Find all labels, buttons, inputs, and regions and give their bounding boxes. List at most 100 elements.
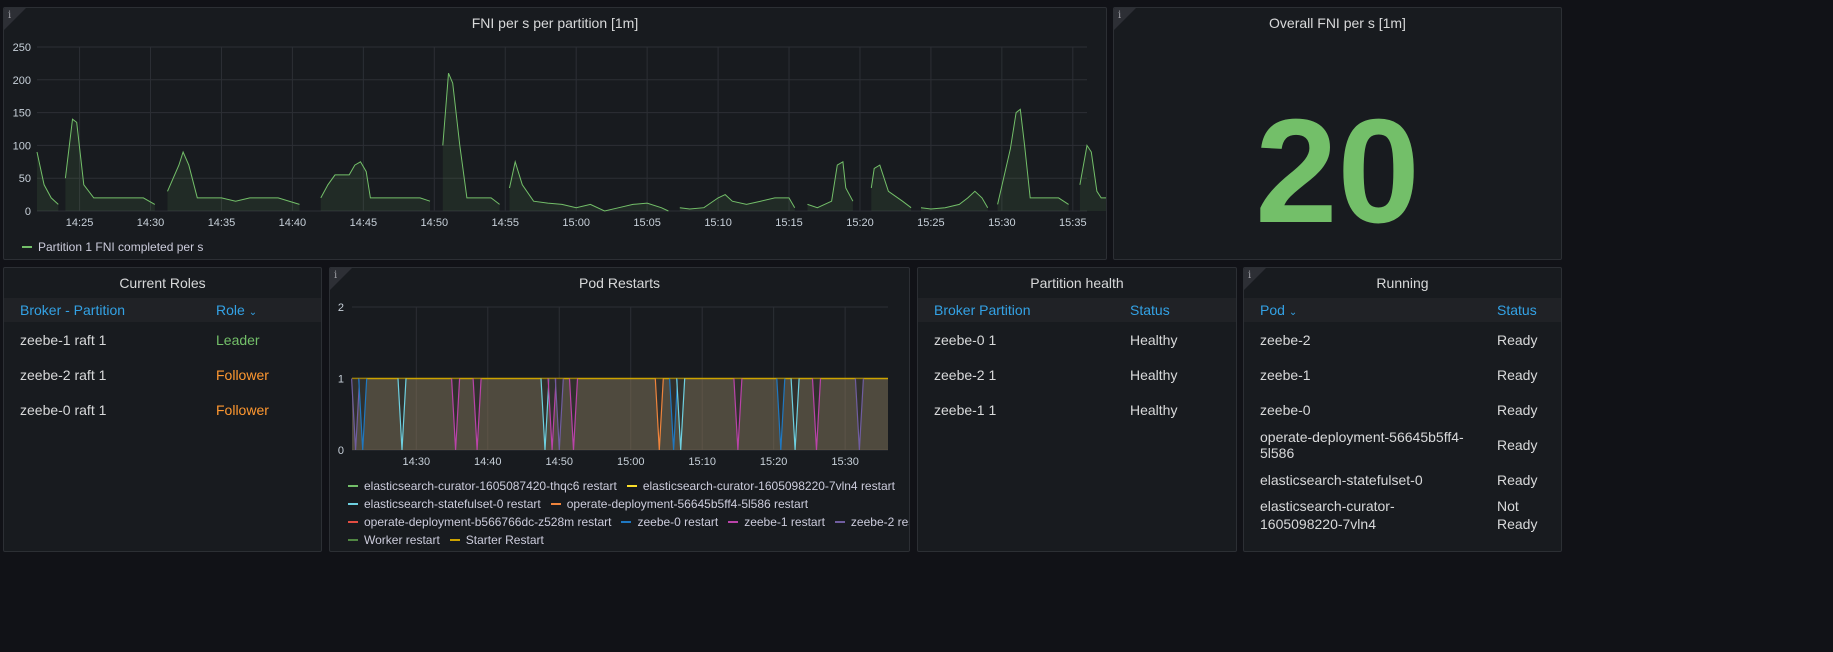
restart-dip [811, 378, 822, 451]
legend: Partition 1 FNI completed per s [22, 237, 213, 254]
panel-title[interactable]: Partition health [1030, 275, 1124, 291]
legend-item[interactable]: operate-deployment-56645b5ff4-5l586 rest… [550, 497, 808, 511]
pod-cell: elasticsearch-statefulset-0 [1260, 471, 1423, 488]
column-header-role[interactable]: Role ⌄ [200, 298, 321, 322]
legend-item[interactable]: operate-deployment-b566766dc-z528m resta… [348, 515, 611, 529]
fni-per-partition-panel: i FNI per s per partition [1m] 0 50 100 150… [3, 7, 1107, 260]
x-tick-label: 15:25 [917, 217, 945, 229]
overall-fni-panel: i Overall FNI per s [1m] 20 [1113, 7, 1562, 260]
broker-cell: zeebe-2 1 [934, 366, 997, 383]
legend-label: Starter Restart [465, 533, 544, 547]
legend-swatch [728, 521, 739, 523]
panel-title[interactable]: Current Roles [119, 275, 206, 291]
panel-title[interactable]: FNI per s per partition [1m] [471, 15, 639, 31]
restart-dip [351, 378, 361, 451]
series-area-segment [442, 73, 500, 211]
series-line-segment [870, 164, 912, 209]
broker-cell: zeebe-0 1 [934, 331, 997, 348]
legend-item[interactable]: zeebe-2 restart [834, 515, 909, 529]
series-line-segment [997, 108, 1069, 205]
pod-cell: operate-deployment-56645b5ff4-5l586 [1260, 428, 1464, 461]
restart-dip [654, 378, 664, 451]
restart-dip [547, 378, 557, 451]
legend-item[interactable]: Worker restart [348, 533, 440, 547]
series-area-segment [320, 161, 430, 211]
column-header-broker-partition[interactable]: Broker Partition [918, 298, 1114, 322]
legend-item[interactable]: elasticsearch-curator-1605098220-7vln4 r… [626, 479, 895, 493]
legend-item-partition-1[interactable]: Partition 1 FNI completed per s [22, 240, 203, 254]
role-cell: Follower [216, 401, 269, 418]
table-row: zeebe-2 Ready [1244, 322, 1561, 357]
legend-item[interactable]: zeebe-1 restart [728, 515, 825, 529]
x-tick-label: 15:30 [831, 456, 859, 468]
info-icon-corner[interactable] [1244, 268, 1266, 290]
table-row: zeebe-1 raft 1 Leader [4, 322, 321, 357]
current-roles-panel: Current Roles Broker - Partition Role ⌄ z… [3, 267, 322, 552]
series-line-segment [920, 190, 989, 210]
broker-cell: zeebe-2 raft 1 [20, 366, 107, 383]
x-tick-label: 14:50 [421, 217, 449, 229]
info-icon-corner[interactable] [4, 8, 26, 30]
y-tick-label: 150 [13, 108, 31, 120]
legend-label: Worker restart [364, 533, 440, 547]
status-cell: Ready [1497, 401, 1538, 418]
series-area-segment [921, 191, 988, 211]
x-tick-label: 14:55 [491, 217, 519, 229]
restart-dip [669, 378, 679, 451]
status-cell: Healthy [1130, 331, 1178, 348]
y-tick-label: 100 [13, 140, 31, 152]
info-icon[interactable]: i [1248, 270, 1252, 281]
column-header-pod[interactable]: Pod ⌄ [1244, 298, 1481, 322]
x-tick-label: 14:30 [137, 217, 165, 229]
info-icon-corner[interactable] [1114, 8, 1136, 30]
legend-label: elasticsearch-statefulset-0 restart [364, 497, 541, 511]
y-tick-label: 0 [338, 445, 344, 457]
legend-label: zeebe-0 restart [637, 515, 719, 529]
status-cell: Ready [1497, 331, 1538, 348]
legend-label: zeebe-2 restart [850, 515, 909, 529]
pod-restarts-chart: 0 1 2 14:30 14:40 14:50 15:00 15:10 15:20 15:30 [338, 302, 888, 468]
y-tick-label: 50 [19, 173, 31, 185]
y-tick-label: 200 [13, 75, 31, 87]
legend-item[interactable]: elasticsearch-curator-1605087420-thqc6 r… [348, 479, 617, 493]
series-line-segment [807, 160, 854, 209]
restart-dip [676, 378, 686, 451]
info-icon[interactable]: i [8, 10, 12, 21]
x-tick-label: 14:30 [403, 456, 431, 468]
series-line-segment [320, 161, 431, 202]
column-header-broker-partition[interactable]: Broker - Partition [4, 298, 200, 322]
info-icon[interactable]: i [334, 270, 338, 281]
panel-title[interactable]: Overall FNI per s [1m] [1269, 15, 1406, 31]
pod-cell: zeebe-2 [1260, 331, 1311, 348]
legend-row: operate-deployment-b566766dc-z528m resta… [348, 512, 909, 529]
info-icon[interactable]: i [1118, 10, 1122, 21]
restart-dip [790, 378, 800, 451]
panel-title[interactable]: Running [1376, 275, 1429, 291]
restart-dip [568, 378, 579, 451]
legend-row: elasticsearch-statefulset-0 restart opera… [348, 494, 818, 511]
info-icon-corner[interactable] [330, 268, 352, 290]
status-cell: Ready [1497, 366, 1538, 383]
legend-item[interactable]: Starter Restart [449, 533, 544, 547]
broker-cell: zeebe-1 raft 1 [20, 331, 107, 348]
series-line-segment [442, 73, 500, 205]
legend-swatch [22, 246, 32, 248]
series-line-segment [509, 159, 669, 212]
table-row: zeebe-0 Ready [1244, 392, 1561, 427]
column-header-status[interactable]: Status [1114, 298, 1236, 322]
legend-swatch [550, 503, 561, 505]
table-row: zeebe-0 1 Healthy [918, 322, 1236, 357]
legend-item[interactable]: elasticsearch-statefulset-0 restart [348, 497, 541, 511]
status-cell: Ready [1497, 436, 1538, 453]
partition-health-panel: Partition health Broker Partition Status… [917, 267, 1237, 552]
table-header-row: Pod ⌄ Status [1244, 298, 1561, 322]
series-line-segment [64, 118, 156, 205]
table-row: zeebe-2 1 Healthy [918, 357, 1236, 392]
restart-dip [776, 378, 786, 451]
restart-dip [451, 378, 461, 451]
x-tick-label: 14:35 [208, 217, 236, 229]
panel-title[interactable]: Pod Restarts [579, 275, 660, 291]
role-cell: Leader [216, 331, 260, 348]
column-header-status[interactable]: Status [1481, 298, 1561, 322]
legend-item[interactable]: zeebe-0 restart [621, 515, 718, 529]
